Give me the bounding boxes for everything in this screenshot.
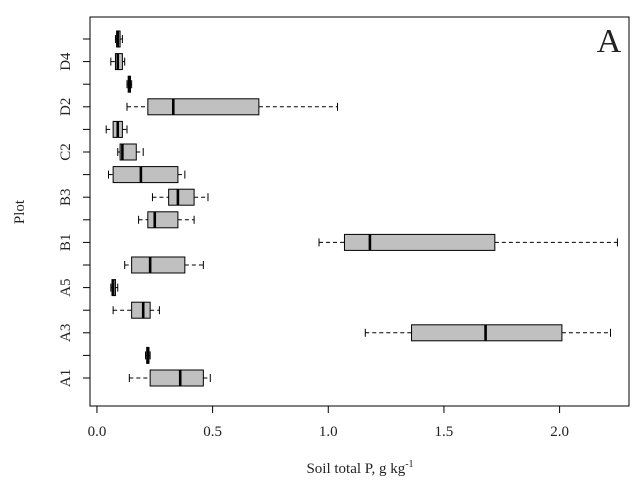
box-8 <box>151 188 209 206</box>
x-tick-label: 1.5 <box>435 424 454 440</box>
box-5 <box>124 256 204 274</box>
box-0 <box>128 369 211 387</box>
box-iqr <box>147 98 260 116</box>
box-7 <box>138 211 195 229</box>
box-14 <box>110 53 126 71</box>
x-axis-title-superscript: -1 <box>405 459 413 470</box>
x-tick-label: 2.0 <box>550 424 569 440</box>
box-10 <box>117 143 144 161</box>
box-iqr <box>168 188 195 206</box>
box-13 <box>126 75 133 93</box>
box-6 <box>318 233 618 251</box>
box-iqr <box>147 211 179 229</box>
x-tick-label: 0.5 <box>203 424 222 440</box>
y-tick-label: D4 <box>58 52 74 71</box>
box-3 <box>112 301 160 319</box>
y-axis: A1 A3 A5 B1 B3 C2 D2 D4 <box>58 38 91 387</box>
box-1 <box>145 346 151 364</box>
x-tick-label: 0.0 <box>88 424 107 440</box>
box-12 <box>126 98 339 116</box>
box-2 <box>364 324 611 342</box>
box-15 <box>114 30 123 48</box>
y-tick-label: B3 <box>58 188 74 206</box>
boxes-layer <box>105 30 618 387</box>
y-axis-title: Plot <box>12 199 28 224</box>
box-iqr <box>131 256 186 274</box>
panel-label: A <box>597 23 622 60</box>
box-iqr <box>149 369 204 387</box>
x-axis-title: Soil total P, g kg-1 <box>306 459 413 477</box>
y-tick-label: C2 <box>58 143 74 161</box>
x-tick-label: 1.0 <box>319 424 338 440</box>
y-tick-label: A5 <box>58 278 74 296</box>
x-axis: 0.0 0.5 1.0 1.5 2.0 <box>88 405 569 440</box>
box-9 <box>108 166 186 184</box>
y-tick-label: B1 <box>58 234 74 252</box>
box-4 <box>110 279 119 297</box>
box-iqr <box>119 143 137 161</box>
y-tick-label: D2 <box>58 98 74 116</box>
y-tick-label: A1 <box>58 369 74 387</box>
box-11 <box>105 120 128 138</box>
x-axis-title-text: Soil total P, g kg <box>306 461 405 477</box>
box-iqr <box>343 233 496 251</box>
box-iqr <box>131 301 151 319</box>
box-iqr <box>112 166 179 184</box>
y-tick-label: A3 <box>58 324 74 342</box>
